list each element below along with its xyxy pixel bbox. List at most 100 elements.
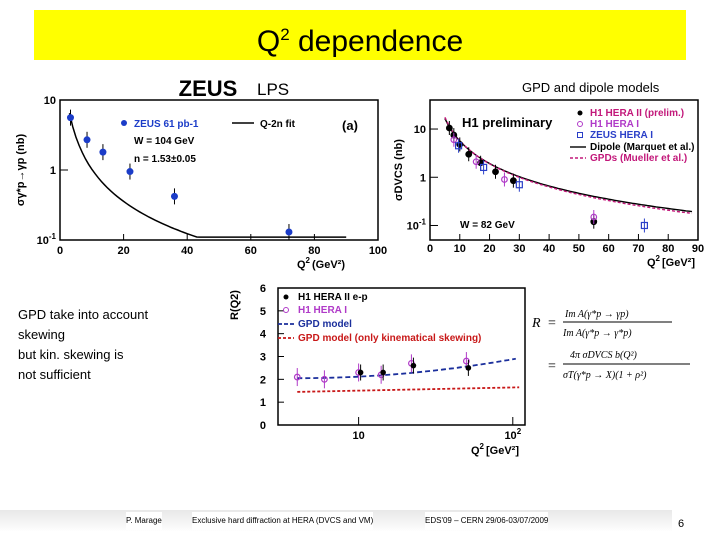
zeus-data-point [66,114,74,122]
zeus-y-tick-label: 10 [44,95,56,107]
h1-x-label: Q2 [647,254,661,269]
h1-data-point [465,150,473,158]
h1-legend-entry: Dipole (Marquet et al.) [590,142,694,153]
rq-y-tick-label: 2 [260,374,266,386]
zeus-x-tick-label: 80 [308,245,320,257]
title-superscript: 2 [280,25,290,44]
rq-y-tick-label: 3 [260,352,266,364]
zeus-data-point [170,192,178,200]
rq-legend-marker [283,294,289,300]
rq-y-tick-label: 4 [260,329,267,341]
note-text: GPD take into account skewing but kin. s… [18,305,218,385]
zeus-title: ZEUS [179,76,238,101]
zeus-y-label: σγ*p→γp (nb) [15,134,27,207]
zeus-fit-curve [68,113,347,238]
h1-data-point [480,163,488,172]
h1-x-tick-label: 20 [483,243,495,255]
h1-x-tick-label: 40 [543,243,555,255]
h1-gpd-curve [444,116,693,215]
rq-data-point [380,369,386,376]
rq-data-point [357,369,364,376]
zeus-x-tick-label: 40 [181,245,193,257]
h1-legend-marker [577,110,583,116]
zeus-legend-series: ZEUS 61 pb-1 [134,119,199,130]
h1-data-point [640,221,649,230]
h1-x-tick-label: 90 [692,243,704,255]
zeus-data-point [285,228,293,236]
h1-x-tick-label: 10 [454,243,466,255]
formula-equals-1: = [548,316,556,331]
rq-x-tick-label: 10 [352,430,364,442]
h1-x-tick-label: 50 [573,243,585,255]
lps-label: LPS [257,80,290,99]
zeus-x-label-unit: (GeV²) [312,259,345,271]
r-formula: R = Im A(γ*p → γp) Im A(γ*p → γ*p) = 4π σDVCS… [531,309,690,381]
rq-data-point [462,357,470,365]
zeus-y-tick-label: 10-1 [37,232,57,247]
h1-y-tick-label: 10 [414,124,426,136]
h1-chart: H1 preliminary 0 10 20 30 40 50 60 70 80 90 10 1 10-1… [393,99,704,269]
zeus-x-tick-label: 100 [369,245,387,257]
h1-legend-marker [577,121,583,127]
formula-denominator-2: σT(γ*p → X)(1 + ρ²) [563,370,647,381]
h1-x-tick-label: 30 [513,243,525,255]
zeus-legend-w: W = 104 GeV [134,136,195,147]
h1-data-point [492,168,499,176]
rq-legend-entry: H1 HERA I [298,305,347,316]
zeus-data-point [126,168,134,176]
h1-x-tick-label: 60 [603,243,615,255]
rq-legend-entry: H1 HERA II e-p [298,292,368,303]
h1-title: H1 preliminary [462,115,553,130]
h1-x-tick-label: 70 [632,243,644,255]
zeus-legend-marker [121,120,127,126]
title-main: Q [256,25,281,58]
h1-plot-frame [429,99,699,241]
note-line: not sufficient [18,367,91,382]
zeus-y-tick-label: 1 [50,165,56,177]
h1-x-tick-label: 0 [427,243,433,255]
zeus-panel-label: (a) [342,118,358,133]
h1-legend-entry: ZEUS HERA I [590,130,653,141]
rq-legend-entry: GPD model (only kinematical skewing) [298,333,481,344]
rq-data-point [465,365,472,371]
h1-x-label-unit: [GeV²] [662,257,695,269]
h1-data-point [509,177,517,185]
h1-y-label: σDVCS (nb) [393,139,405,201]
h1-data-point [445,124,453,132]
rq-y-tick-label: 6 [260,283,266,295]
note-line: skewing [18,327,65,342]
h1-data-point [450,136,458,144]
zeus-legend-n: n = 1.53±0.05 [134,154,196,165]
rq-gpd-curve [297,357,516,380]
note-line: but kin. skewing is [18,347,124,362]
h1-data-point [515,181,523,189]
h1-annotation: W = 82 GeV [460,220,515,231]
h1-y-tick-label: 1 [420,172,426,184]
zeus-data-point [83,136,91,144]
h1-data-point [454,142,463,150]
rq-data-point [410,362,417,369]
rq-y-tick-label: 0 [260,420,266,432]
h1-data-point [501,176,508,183]
h1-legend-entry: GPDs (Mueller et al.) [590,153,687,164]
formula-r-symbol: R [531,316,541,331]
slide-title: Q2 dependence [34,10,686,60]
rq-data-point [293,373,301,381]
rq-gpd-kinematic-curve [297,386,520,393]
h1-data-point [590,213,598,221]
zeus-x-label: Q2 [297,256,311,271]
zeus-legend-fit: Q-2n fit [260,119,296,130]
rq-legend-entry: GPD model [298,319,352,330]
footer-author: P. Marage [126,512,162,530]
footer-talk: Exclusive hard diffraction at HERA (DVCS… [192,512,374,530]
rq-legend-marker [283,307,289,313]
rq-x-tick-label: 102 [504,427,521,442]
h1-legend-entry: H1 HERA I [590,119,639,130]
rq-data-point [321,375,328,383]
h1-x-tick-label: 80 [662,243,674,255]
rq-x-label-unit: [GeV²] [486,445,519,457]
formula-numerator-2: 4π σDVCS b(Q²) [570,350,637,361]
rq-y-label: R(Q2) [229,290,241,320]
formula-equals-2: = [548,359,556,374]
zeus-chart: ZEUS (a) 0 20 40 60 80 100 10 1 10-1 Q2 (GeV²) σγ*p→γ… [15,76,387,271]
